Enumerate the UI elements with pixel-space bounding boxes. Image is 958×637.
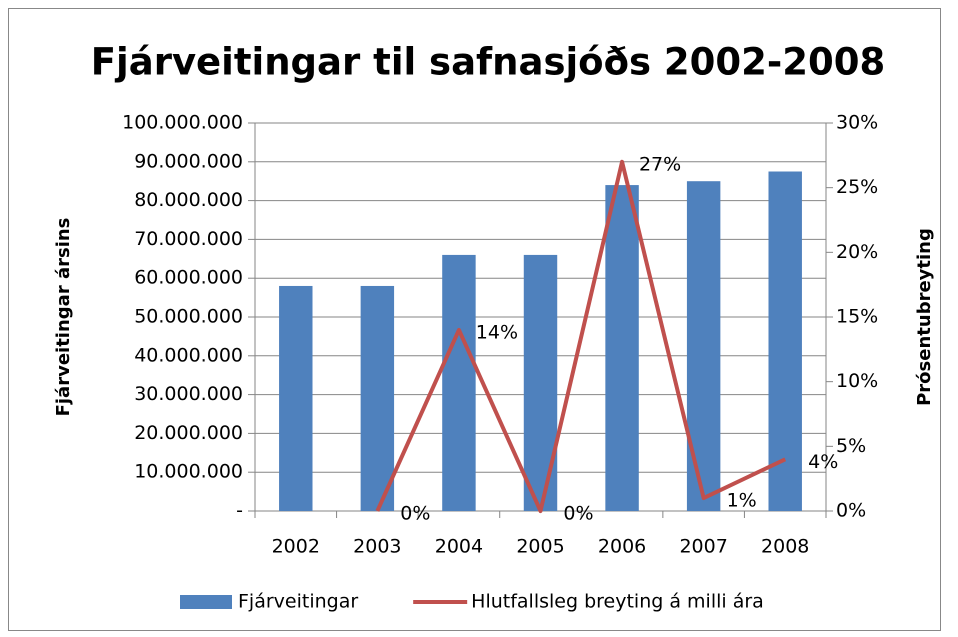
- x-tick-label: 2005: [516, 536, 564, 558]
- y-tick-label: -: [236, 500, 243, 522]
- legend-label: Hlutfallsleg breyting á milli ára: [471, 591, 764, 613]
- y2-tick-label: 15%: [836, 306, 878, 328]
- y-tick-label: 80.000.000: [134, 189, 243, 211]
- x-tick-label: 2008: [761, 536, 809, 558]
- y2-axis-title: Prósentubreyting: [914, 228, 935, 406]
- y2-tick-label: 10%: [836, 370, 878, 392]
- data-label: 1%: [727, 490, 757, 512]
- y2-tick-label: 0%: [836, 500, 866, 522]
- legend-swatch: [180, 595, 232, 609]
- data-label: 27%: [639, 153, 681, 175]
- y-tick-label: 90.000.000: [134, 150, 243, 172]
- y-tick-label: 60.000.000: [134, 267, 243, 289]
- bar: [686, 181, 721, 511]
- bar: [279, 285, 313, 511]
- chart-title: Fjárveitingar til safnasjóðs 2002-2008: [91, 41, 885, 84]
- bar: [442, 254, 476, 512]
- y-tick-label: 10.000.000: [134, 461, 243, 483]
- y-tick-label: 70.000.000: [134, 228, 243, 250]
- x-tick-label: 2007: [679, 536, 727, 558]
- y2-tick-label: 5%: [836, 435, 866, 457]
- y-tick-label: 40.000.000: [134, 344, 243, 366]
- bar: [360, 285, 395, 511]
- y2-tick-label: 30%: [836, 112, 878, 134]
- x-tick-label: 2002: [272, 536, 320, 558]
- bar: [523, 254, 558, 512]
- x-tick-label: 2006: [598, 536, 646, 558]
- y-tick-label: 100.000.000: [122, 112, 243, 134]
- legend-label: Fjárveitingar: [238, 591, 358, 613]
- y2-tick-label: 20%: [836, 241, 878, 263]
- bar: [605, 185, 639, 511]
- y-tick-label: 30.000.000: [134, 383, 243, 405]
- y-tick-label: 20.000.000: [134, 422, 243, 444]
- x-tick-label: 2003: [353, 536, 401, 558]
- x-tick-label: 2004: [435, 536, 483, 558]
- y-tick-label: 50.000.000: [134, 306, 243, 328]
- data-label: 0%: [563, 503, 593, 525]
- data-label: 0%: [400, 503, 430, 525]
- y2-tick-label: 25%: [836, 176, 878, 198]
- y-axis-title: Fjárveitingar ársins: [53, 218, 74, 417]
- data-label: 4%: [808, 451, 838, 473]
- bar: [768, 171, 802, 511]
- line: [375, 159, 787, 513]
- data-label: 14%: [476, 321, 518, 343]
